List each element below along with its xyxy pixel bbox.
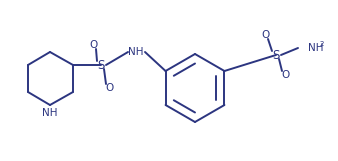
Text: S: S: [272, 48, 280, 62]
Text: O: O: [281, 70, 289, 80]
Text: NH: NH: [42, 108, 58, 118]
Text: O: O: [89, 40, 97, 50]
Text: NH: NH: [308, 43, 323, 53]
Text: O: O: [261, 30, 269, 40]
Text: S: S: [97, 58, 105, 71]
Text: 2: 2: [320, 41, 324, 47]
Text: NH: NH: [128, 47, 144, 57]
Text: O: O: [105, 83, 113, 93]
